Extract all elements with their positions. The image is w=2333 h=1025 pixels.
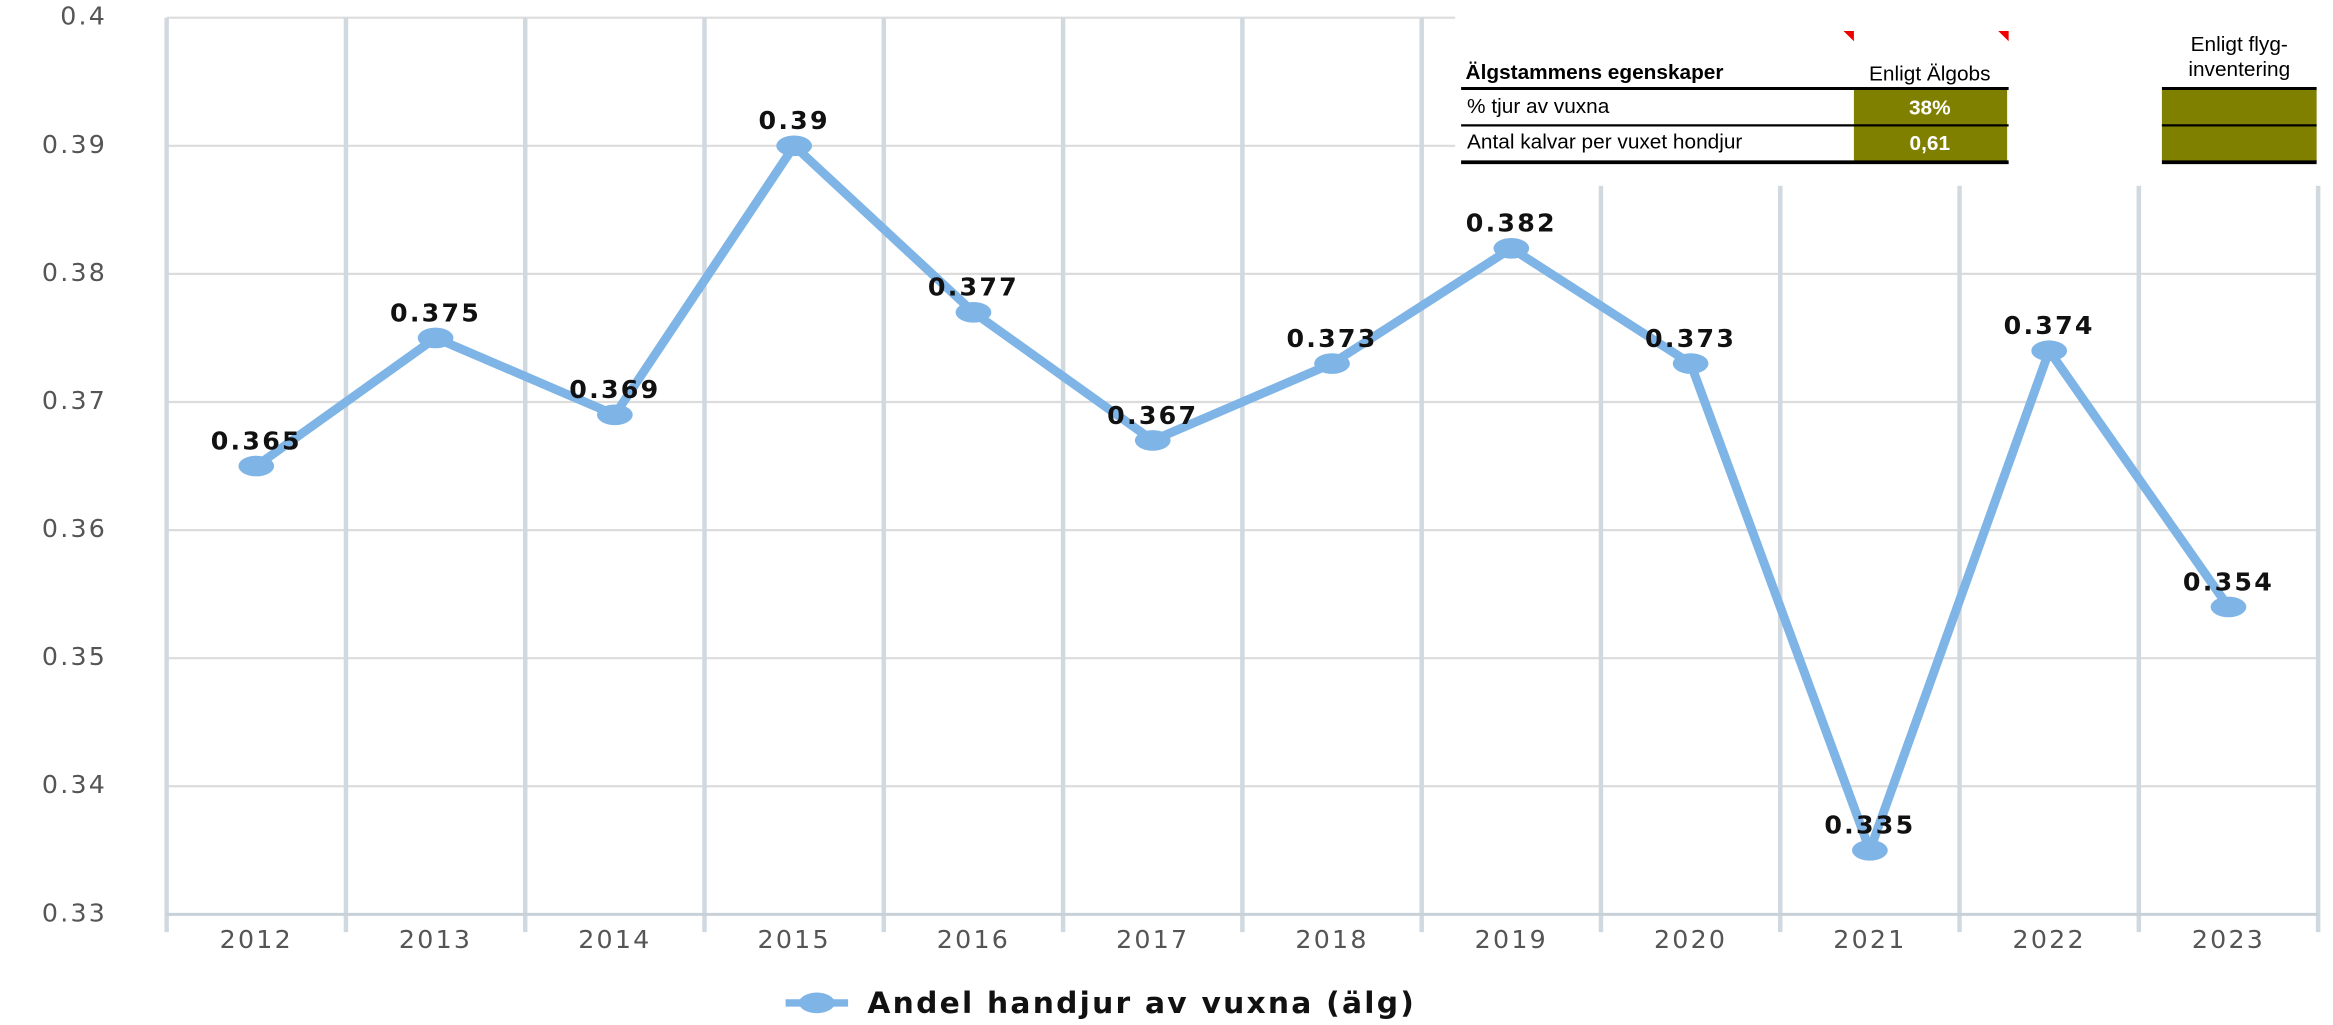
data-label: 0.335 xyxy=(1824,811,1915,840)
row-label: % tjur av vuxna xyxy=(1467,95,1610,118)
point xyxy=(1852,840,1888,861)
point xyxy=(1134,430,1171,451)
data-label: 0.365 xyxy=(211,427,302,456)
data-label: 0.374 xyxy=(2004,311,2095,340)
x-tick-label: 2023 xyxy=(2192,925,2265,954)
y-tick-label: 0.37 xyxy=(42,386,107,415)
point xyxy=(417,327,454,349)
point xyxy=(955,302,992,323)
point xyxy=(776,135,813,157)
series-line xyxy=(253,141,2233,855)
properties-table: Älgstammens egenskaper Enligt Älgobs Enl… xyxy=(1455,0,2333,186)
x-tick-label: 2015 xyxy=(758,925,831,954)
point xyxy=(1672,353,1709,374)
table-header: inventering xyxy=(2188,58,2290,81)
point xyxy=(1314,353,1350,374)
legend-marker xyxy=(798,992,835,1014)
y-tick-label: 0.34 xyxy=(42,770,107,799)
data-label: 0.39 xyxy=(759,106,830,135)
row-label: Antal kalvar per vuxet hondjur xyxy=(1467,131,1742,154)
y-tick-label: 0.39 xyxy=(42,130,107,159)
x-tick-label: 2014 xyxy=(578,925,651,954)
cell-value: 0,61 xyxy=(1910,132,1951,155)
x-tick-label: 2019 xyxy=(1475,925,1548,954)
y-tick-label: 0.38 xyxy=(42,258,107,287)
point xyxy=(597,404,633,426)
x-tick-label: 2016 xyxy=(937,925,1010,954)
data-label: 0.382 xyxy=(1466,209,1557,238)
data-label: 0.369 xyxy=(569,375,660,404)
y-tick-label: 0.33 xyxy=(42,898,107,927)
table-header: Älgstammens egenskaper xyxy=(1466,61,1724,84)
legend-label: Andel handjur av vuxna (älg) xyxy=(867,986,1416,1020)
point xyxy=(1493,237,1530,259)
data-label: 0.354 xyxy=(2183,567,2274,596)
data-label: 0.377 xyxy=(928,273,1019,302)
y-tick-label: 0.4 xyxy=(60,2,107,31)
y-tick-label: 0.36 xyxy=(42,514,107,543)
point xyxy=(2031,340,2068,362)
data-label: 0.375 xyxy=(390,298,481,327)
plot: 0.365 0.375 0.369 0.39 0.377 0.367 0.373 0.382 0… xyxy=(211,106,2274,1020)
x-tick-label: 2022 xyxy=(2013,925,2086,954)
table-header: Enligt Älgobs xyxy=(1869,63,1990,86)
x-tick-label: 2012 xyxy=(220,925,293,954)
data-label: 0.373 xyxy=(1286,324,1377,353)
x-tick-label: 2017 xyxy=(1116,925,1189,954)
comment-marker xyxy=(1998,30,2009,42)
x-tick-label: 2020 xyxy=(1654,925,1727,954)
x-tick-label: 2018 xyxy=(1295,925,1368,954)
x-tick-label: 2021 xyxy=(1833,925,1906,954)
grid: 0.33 0.34 0.35 0.36 0.37 0.38 0.39 0.4 2012 2013 2… xyxy=(42,2,2321,954)
table-header: Enligt flyg- xyxy=(2191,33,2288,56)
data-label: 0.367 xyxy=(1107,401,1198,430)
y-tick-label: 0.35 xyxy=(42,642,107,671)
cell-value: 38% xyxy=(1909,97,1951,120)
data-label: 0.373 xyxy=(1645,324,1736,353)
point xyxy=(2210,596,2247,618)
point xyxy=(238,455,275,477)
x-tick-label: 2013 xyxy=(399,925,472,954)
